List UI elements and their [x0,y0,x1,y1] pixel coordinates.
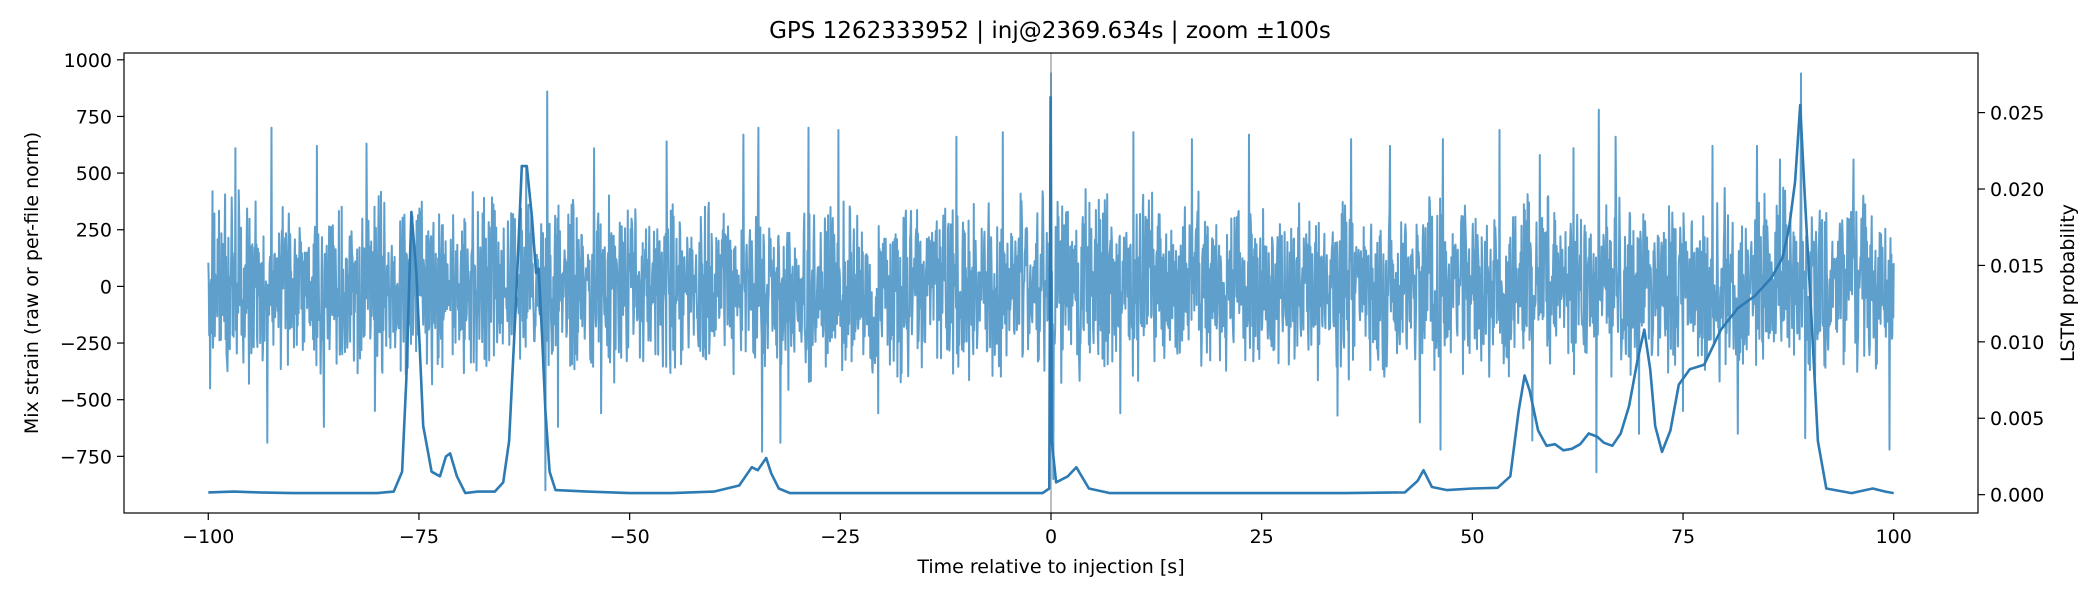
x-tick-label: 0 [1045,526,1057,548]
y-left-tick-label: −250 [60,333,112,355]
y-right-tick-label: 0.000 [1990,485,2044,507]
probability-series [208,96,1894,495]
plot-area [123,52,1979,514]
chart-title: GPS 1262333952 | inj@2369.634s | zoom ±1… [769,18,1331,44]
y-right-tick-label: 0.020 [1990,179,2044,201]
x-tick-label: −100 [182,526,234,548]
y-axis-left-label: Mix strain (raw or per-file norm) [21,132,43,434]
x-axis: −100 −75 −50 −25 0 25 50 75 100 [182,513,1912,548]
x-tick-label: −75 [399,526,439,548]
probability-line [208,96,1894,495]
y-left-tick-label: 0 [100,276,112,298]
x-tick-label: 100 [1876,526,1912,548]
y-axis-right: 0.000 0.005 0.010 0.015 0.020 0.025 [1978,103,2044,507]
x-tick-label: 75 [1671,526,1695,548]
y-right-tick-label: 0.025 [1990,103,2044,125]
y-right-tick-label: 0.005 [1990,408,2044,430]
x-tick-label: −25 [820,526,860,548]
y-right-tick-label: 0.015 [1990,255,2044,277]
y-axis-left: −750 −500 −250 0 250 500 750 1000 [60,50,124,468]
y-left-tick-label: −500 [60,390,112,412]
x-tick-label: 25 [1250,526,1274,548]
y-left-tick-label: 250 [76,220,112,242]
x-tick-label: 50 [1460,526,1484,548]
y-axis-right-label: LSTM probability [2057,204,2079,362]
y-left-tick-label: 1000 [64,50,112,72]
y-left-tick-label: 500 [76,163,112,185]
y-right-tick-label: 0.010 [1990,332,2044,354]
x-tick-label: −50 [610,526,650,548]
y-left-tick-label: 750 [76,106,112,128]
y-left-tick-label: −750 [60,446,112,468]
x-axis-label: Time relative to injection [s] [916,556,1184,578]
